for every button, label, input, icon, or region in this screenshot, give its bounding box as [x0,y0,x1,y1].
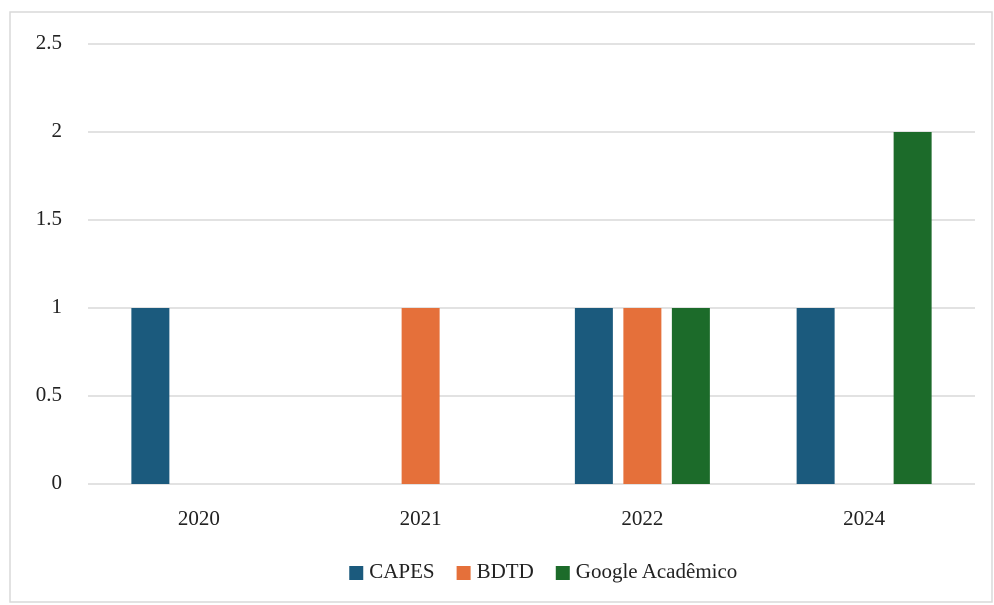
x-tick-label: 2021 [400,506,442,530]
bar [671,308,710,484]
legend-label: BDTD [477,559,534,583]
y-tick-label: 1 [52,294,63,318]
bar [574,308,613,484]
bar [796,308,835,484]
legend-swatch [555,566,570,580]
y-tick-label: 0 [52,470,63,494]
chart-border [9,11,993,603]
bar [131,308,170,484]
legend-swatch [456,566,471,580]
legend-label: CAPES [369,559,434,583]
y-tick-label: 0.5 [36,382,62,406]
x-tick-label: 2024 [843,506,886,530]
y-tick-label: 1.5 [36,206,62,230]
y-tick-label: 2.5 [36,30,62,54]
legend-label: Google Acadêmico [576,559,738,583]
x-tick-label: 2022 [621,506,663,530]
legend-swatch [349,566,364,580]
bar [623,308,662,484]
x-tick-label: 2020 [178,506,220,530]
y-tick-label: 2 [52,118,63,142]
bar [401,308,440,484]
bar [893,132,932,484]
